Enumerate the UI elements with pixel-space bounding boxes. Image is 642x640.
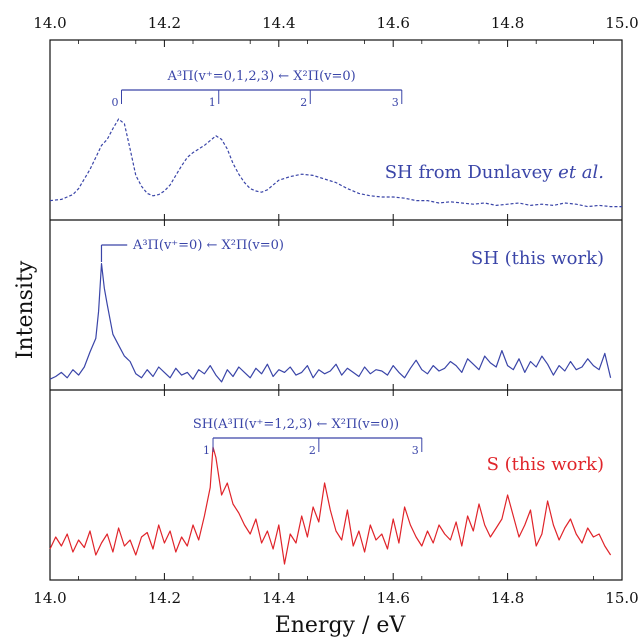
progression-label: 2: [309, 444, 316, 457]
plot-lines: [49, 118, 622, 565]
progression-label: 0: [112, 96, 119, 109]
annotations: A³Π(v⁺=0,1,2,3) ← X²Π(v=0) 0 1 2 3 SH from Du…: [100, 69, 604, 475]
ticks: 14.0 14.0 14.2 14.2 14.4 14.4 14.6 14.6 14.8 14.8…: [33, 14, 638, 607]
x-axis-label: Energy / eV: [275, 613, 407, 638]
panel-1-assignment: A³Π(v⁺=0,1,2,3) ← X²Π(v=0): [166, 69, 355, 84]
series-line-3: [49, 446, 612, 565]
progression-label: 1: [209, 96, 216, 109]
panel-1-label-italic: et al.: [558, 162, 604, 183]
panels-frame: [49, 39, 623, 581]
series-line-2: [49, 263, 612, 383]
x-tick-label-bottom: 14.4: [262, 589, 295, 607]
x-tick-label-top: 14.6: [376, 14, 409, 32]
x-tick-label-top: 14.8: [491, 14, 524, 32]
panel-2-label: SH (this work): [471, 248, 604, 269]
x-tick-label-bottom: 15.0: [605, 589, 638, 607]
panel-1-label: SH from Dunlavey et al.: [385, 162, 604, 183]
progression-label: 3: [392, 96, 399, 109]
panel-1-label-main: SH from Dunlavey: [385, 162, 558, 183]
progression-label: 3: [412, 444, 419, 457]
x-tick-label-top: 14.2: [148, 14, 181, 32]
x-tick-label-top: 15.0: [605, 14, 638, 32]
plot-frame: [49, 39, 623, 581]
progression-label: 2: [300, 96, 307, 109]
progression-label: 1: [203, 444, 210, 457]
x-tick-label-bottom: 14.8: [491, 589, 524, 607]
panel-3-assignment: SH(A³Π(v⁺=1,2,3) ← X²Π(v=0)): [193, 417, 399, 432]
x-tick-label-top: 14.4: [262, 14, 295, 32]
x-tick-label-bottom: 14.2: [148, 589, 181, 607]
x-tick-label-bottom: 14.0: [33, 589, 66, 607]
x-tick-label-bottom: 14.6: [376, 589, 409, 607]
series-line-1: [49, 118, 622, 208]
panel-2-assignment: A³Π(v⁺=0) ← X²Π(v=0): [132, 238, 284, 253]
y-axis-label: Intensity: [13, 260, 38, 359]
x-tick-label-top: 14.0: [33, 14, 66, 32]
panel-3-label: S (this work): [487, 454, 604, 475]
